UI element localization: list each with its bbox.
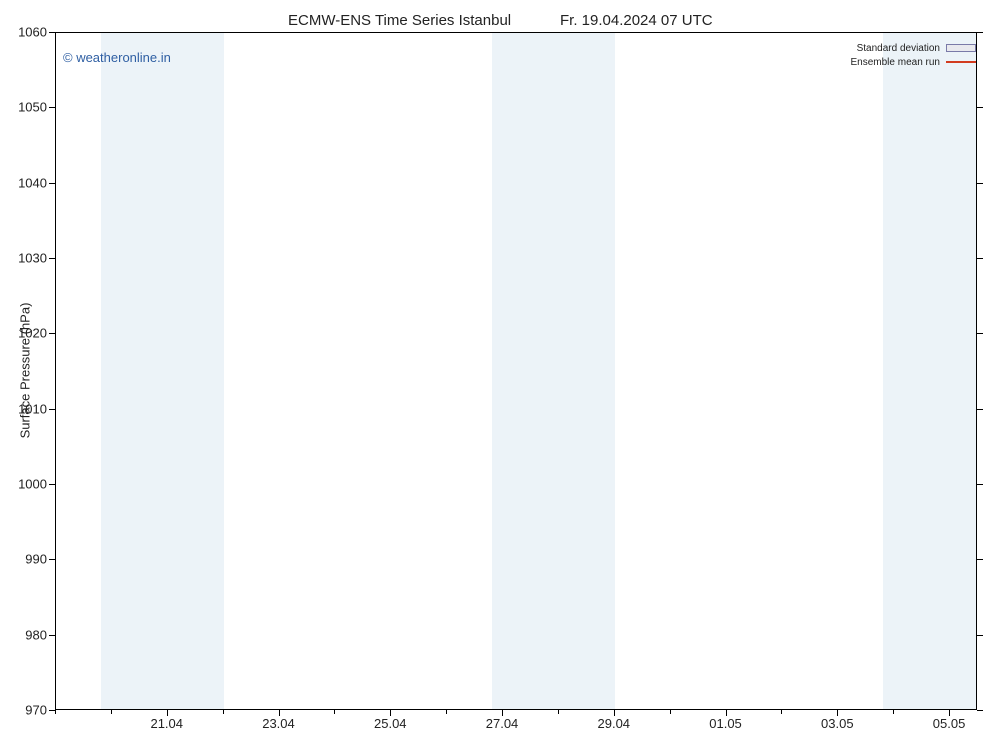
y-tick-mark	[49, 258, 55, 259]
watermark-text: © weatheronline.in	[63, 50, 171, 65]
x-tick-label: 03.05	[821, 716, 854, 731]
legend-row: Standard deviation	[851, 41, 977, 55]
x-tick-label: 25.04	[374, 716, 407, 731]
x-tick-minor	[558, 710, 559, 714]
x-tick-minor	[781, 710, 782, 714]
y-tick-mark	[977, 258, 983, 259]
y-tick-label: 990	[25, 552, 47, 567]
y-tick-mark	[977, 409, 983, 410]
x-tick-mark	[167, 710, 168, 716]
x-tick-minor	[446, 710, 447, 714]
x-tick-label: 21.04	[150, 716, 183, 731]
x-tick-minor	[111, 710, 112, 714]
x-tick-minor	[893, 710, 894, 714]
chart-title-right: Fr. 19.04.2024 07 UTC	[560, 12, 713, 29]
y-tick-mark	[977, 710, 983, 711]
x-tick-label: 01.05	[709, 716, 742, 731]
x-tick-label: 29.04	[598, 716, 631, 731]
x-tick-label: 05.05	[933, 716, 966, 731]
y-tick-mark	[49, 409, 55, 410]
legend-swatch	[946, 61, 976, 63]
y-tick-label: 980	[25, 627, 47, 642]
y-tick-label: 1020	[18, 326, 47, 341]
y-tick-mark	[49, 32, 55, 33]
x-tick-mark	[614, 710, 615, 716]
pressure-chart: ECMW-ENS Time Series Istanbul Fr. 19.04.…	[0, 0, 1000, 733]
x-tick-mark	[949, 710, 950, 716]
y-tick-mark	[977, 183, 983, 184]
legend-swatch	[946, 44, 976, 52]
y-tick-mark	[977, 559, 983, 560]
y-tick-mark	[977, 635, 983, 636]
x-tick-mark	[390, 710, 391, 716]
weekend-band	[883, 33, 977, 709]
y-tick-mark	[977, 107, 983, 108]
x-tick-minor	[670, 710, 671, 714]
legend-label: Standard deviation	[857, 43, 940, 54]
y-tick-label: 1010	[18, 401, 47, 416]
y-tick-mark	[49, 183, 55, 184]
y-tick-mark	[49, 333, 55, 334]
x-tick-mark	[837, 710, 838, 716]
y-tick-mark	[977, 484, 983, 485]
legend-label: Ensemble mean run	[851, 57, 941, 68]
y-tick-mark	[49, 107, 55, 108]
y-tick-mark	[977, 333, 983, 334]
y-tick-label: 1050	[18, 100, 47, 115]
weekend-band	[101, 33, 224, 709]
x-tick-minor	[223, 710, 224, 714]
x-tick-mark	[502, 710, 503, 716]
y-axis-title: Surface Pressure (hPa)	[18, 291, 33, 451]
chart-title-left: ECMW-ENS Time Series Istanbul	[288, 12, 511, 29]
y-tick-mark	[977, 32, 983, 33]
plot-area: © weatheronline.in Standard deviation Ens…	[55, 32, 977, 710]
y-tick-mark	[49, 635, 55, 636]
chart-legend: Standard deviation Ensemble mean run	[851, 41, 977, 69]
y-tick-mark	[49, 484, 55, 485]
x-tick-mark	[279, 710, 280, 716]
y-tick-mark	[49, 559, 55, 560]
legend-row: Ensemble mean run	[851, 55, 977, 69]
y-tick-label: 1060	[18, 25, 47, 40]
x-tick-label: 27.04	[486, 716, 519, 731]
y-tick-label: 1000	[18, 477, 47, 492]
x-tick-label: 23.04	[262, 716, 295, 731]
y-tick-label: 1040	[18, 175, 47, 190]
weekend-band	[492, 33, 615, 709]
y-tick-label: 970	[25, 703, 47, 718]
x-tick-minor	[55, 710, 56, 714]
x-tick-mark	[726, 710, 727, 716]
y-tick-label: 1030	[18, 251, 47, 266]
x-tick-minor	[334, 710, 335, 714]
